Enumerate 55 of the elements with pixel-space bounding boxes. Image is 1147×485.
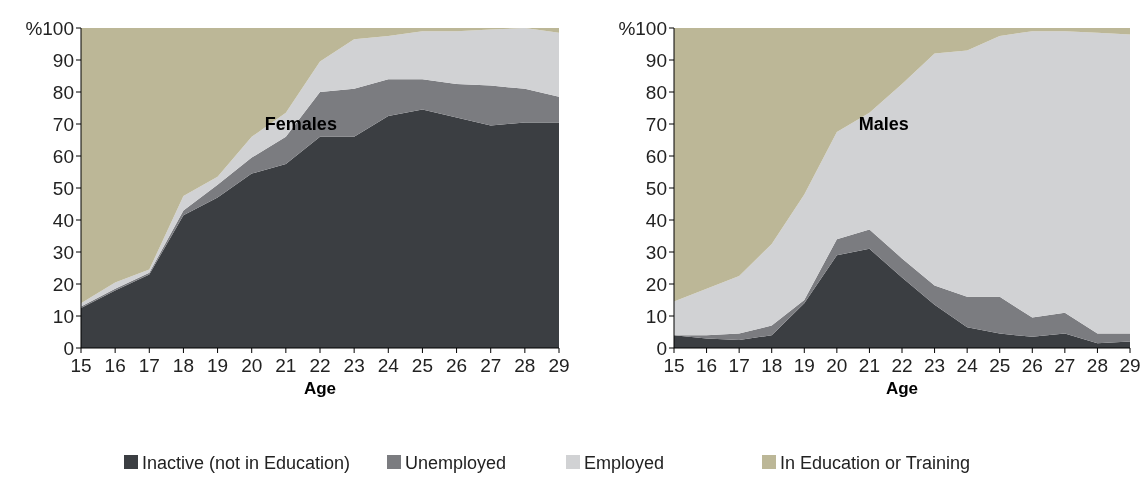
y-tick-label: 90 bbox=[645, 49, 667, 71]
y-tick-label: %100 bbox=[618, 17, 667, 39]
y-tick-label: 90 bbox=[52, 49, 74, 71]
y-tick-label: 10 bbox=[52, 305, 74, 327]
x-tick-label: 24 bbox=[377, 355, 400, 376]
legend-label: Inactive (not in Education) bbox=[142, 453, 351, 474]
x-tick-label: 21 bbox=[275, 355, 297, 376]
text: Males bbox=[858, 114, 909, 135]
x-tick-label: 16 bbox=[104, 355, 126, 376]
x-tick-label: 22 bbox=[891, 355, 913, 376]
x-tick-label: 19 bbox=[207, 355, 229, 376]
y-tick-label: %100 bbox=[25, 17, 74, 39]
x-tick-label: 29 bbox=[1119, 355, 1141, 376]
x-axis-title: Age bbox=[303, 379, 337, 398]
y-tick-label: 40 bbox=[645, 209, 667, 231]
x-tick-label: 26 bbox=[1021, 355, 1043, 376]
y-tick-label: 70 bbox=[645, 113, 667, 135]
y-tick-label: 50 bbox=[645, 177, 667, 199]
y-tick-label: 20 bbox=[645, 273, 667, 295]
x-tick-label: 17 bbox=[138, 355, 160, 376]
y-tick-label: 10 bbox=[645, 305, 667, 327]
x-tick-label: 24 bbox=[956, 355, 979, 376]
x-tick-label: 19 bbox=[793, 355, 815, 376]
x-tick-label: 26 bbox=[446, 355, 468, 376]
x-tick-label: 20 bbox=[241, 355, 263, 376]
y-tick-label: 50 bbox=[52, 177, 74, 199]
y-tick-label: 30 bbox=[52, 241, 74, 263]
y-tick-label: 60 bbox=[52, 145, 74, 167]
x-tick-label: 16 bbox=[696, 355, 718, 376]
x-tick-label: 23 bbox=[343, 355, 365, 376]
x-tick-label: 28 bbox=[1086, 355, 1108, 376]
x-axis-title: Age bbox=[885, 379, 919, 398]
x-tick-label: 18 bbox=[172, 355, 194, 376]
y-tick-label: 60 bbox=[645, 145, 667, 167]
x-tick-label: 27 bbox=[480, 355, 502, 376]
x-tick-label: 22 bbox=[309, 355, 331, 376]
y-tick-label: 20 bbox=[52, 273, 74, 295]
y-tick-label: 80 bbox=[645, 81, 667, 103]
x-tick-label: 18 bbox=[761, 355, 783, 376]
x-tick-label: 23 bbox=[924, 355, 946, 376]
x-tick-label: 20 bbox=[826, 355, 848, 376]
y-tick-label: 30 bbox=[645, 241, 667, 263]
x-tick-label: 27 bbox=[1054, 355, 1076, 376]
legend-label: In Education or Training bbox=[780, 453, 971, 474]
legend-label: Unemployed bbox=[405, 453, 507, 474]
legend-label: Employed bbox=[584, 453, 665, 474]
y-tick-label: 70 bbox=[52, 113, 74, 135]
x-tick-label: 25 bbox=[411, 355, 433, 376]
x-tick-label: 29 bbox=[548, 355, 570, 376]
x-tick-label: 17 bbox=[728, 355, 750, 376]
y-tick-label: 80 bbox=[52, 81, 74, 103]
y-tick-label: 40 bbox=[52, 209, 74, 231]
x-tick-label: 25 bbox=[989, 355, 1011, 376]
x-tick-label: 21 bbox=[858, 355, 880, 376]
x-tick-label: 28 bbox=[514, 355, 536, 376]
